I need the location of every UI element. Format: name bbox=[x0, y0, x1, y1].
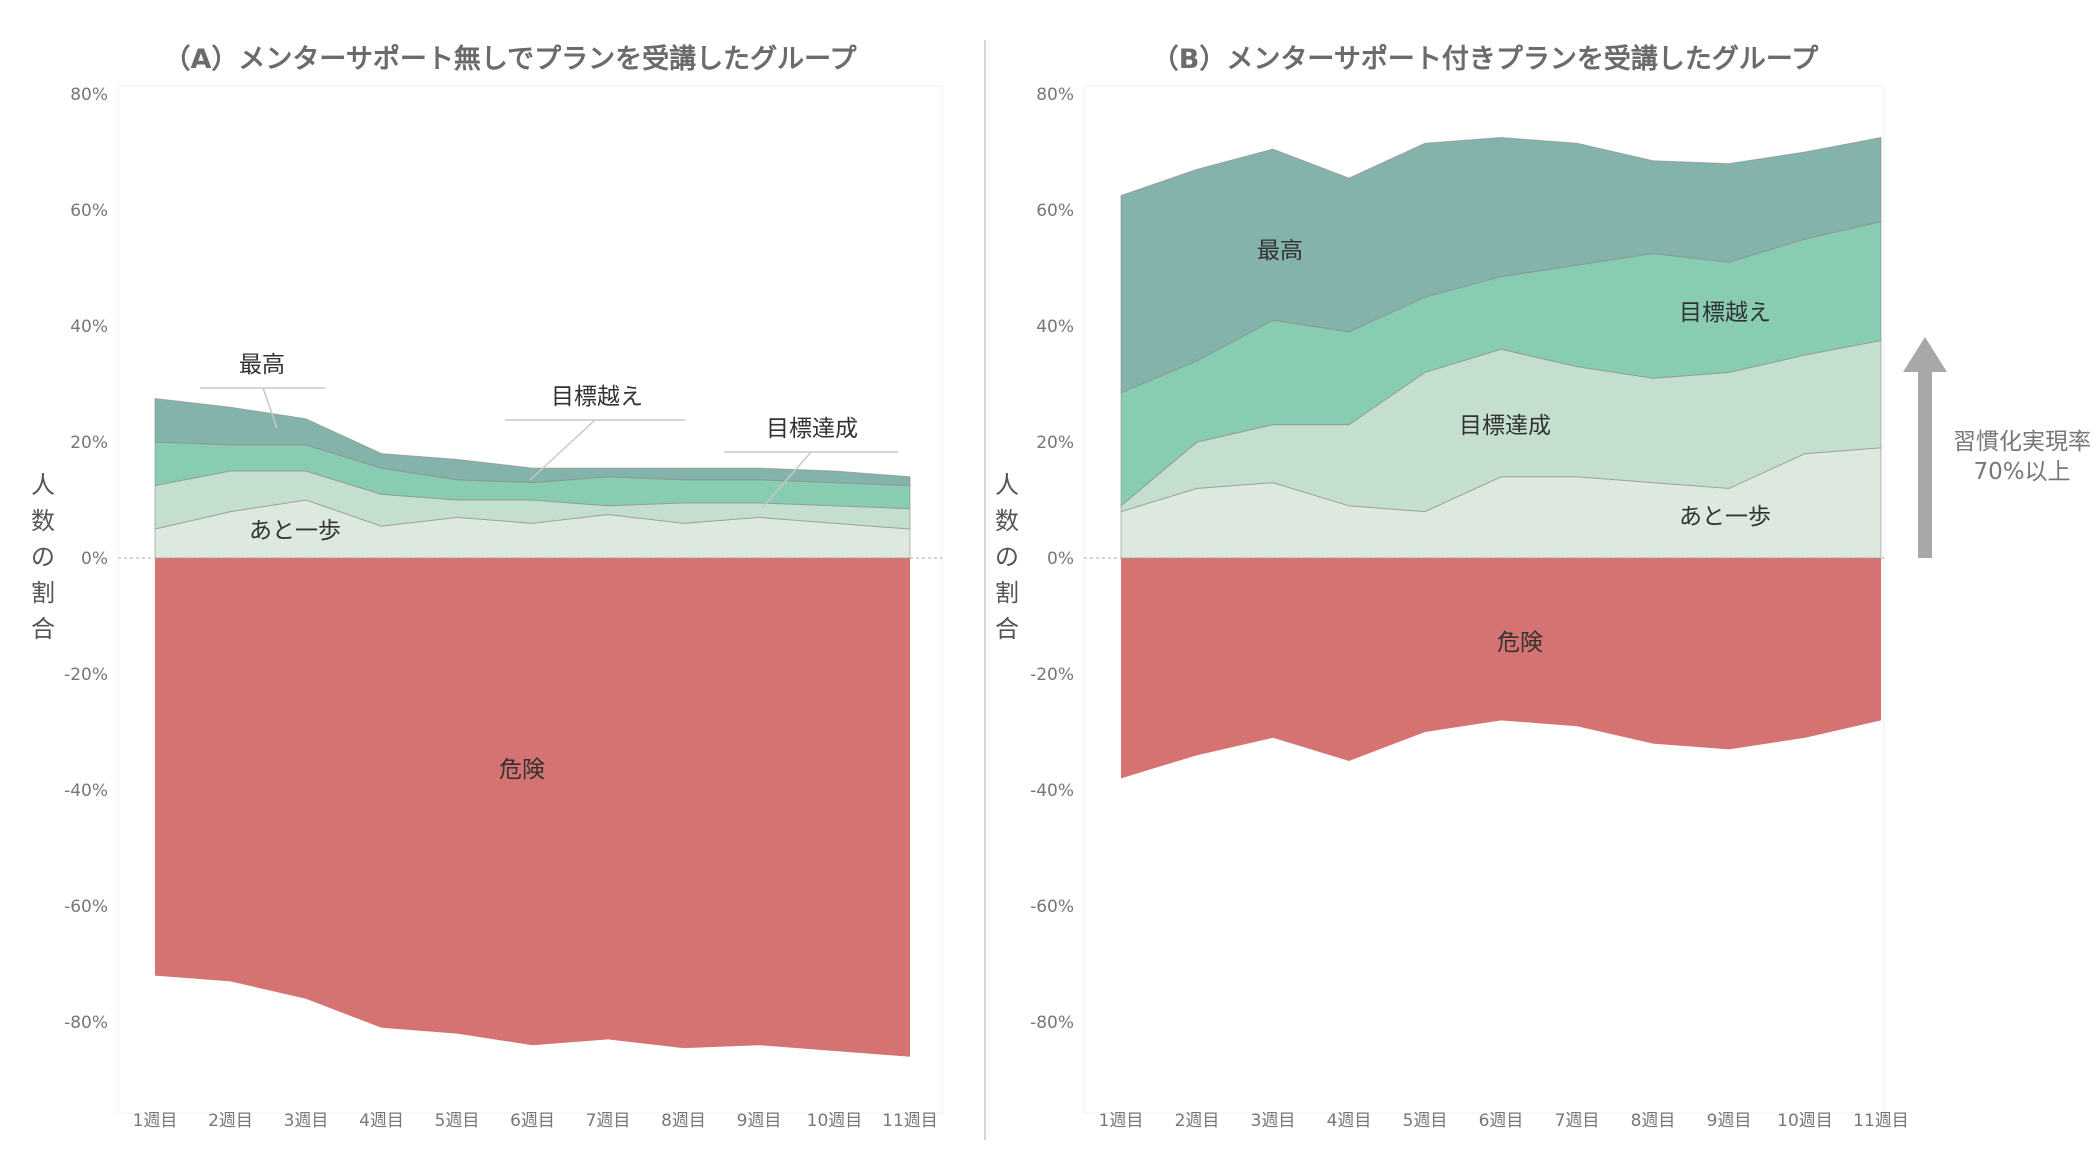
x-tick-label: 6週目 bbox=[1479, 1111, 1524, 1131]
x-tick-label: 1週目 bbox=[1099, 1111, 1144, 1131]
y-tick-label: -60% bbox=[64, 897, 108, 917]
x-tick-label: 10週目 bbox=[807, 1111, 863, 1131]
y-tick-label: -40% bbox=[64, 781, 108, 801]
y-axis-label-char: の bbox=[995, 543, 1019, 571]
x-tick-label: 8週目 bbox=[661, 1111, 706, 1131]
y-axis-label-char: 人 bbox=[31, 471, 55, 499]
y-tick-label: -40% bbox=[1030, 781, 1074, 801]
y-tick-label: -20% bbox=[64, 665, 108, 685]
x-tick-label: 9週目 bbox=[737, 1111, 782, 1131]
series-label: あと一歩 bbox=[1679, 504, 1771, 530]
y-axis-label-char: 合 bbox=[31, 615, 55, 643]
x-tick-label: 4週目 bbox=[359, 1111, 404, 1131]
y-axis-label-char: 合 bbox=[995, 615, 1019, 643]
panel-a-xticks: 1週目 2週目 3週目 4週目 5週目 6週目 7週目 8週目 9週目 10週目 11週目 bbox=[133, 1111, 938, 1131]
up-arrow-icon bbox=[1903, 337, 1947, 558]
y-tick-label: 20% bbox=[1036, 433, 1074, 453]
x-tick-label: 2週目 bbox=[1175, 1111, 1220, 1131]
arrow-head bbox=[1903, 337, 1947, 372]
x-tick-label: 9週目 bbox=[1707, 1111, 1752, 1131]
series-label: 目標越え bbox=[1679, 300, 1771, 326]
y-axis-label-char: 割 bbox=[995, 579, 1019, 607]
panel-b-xticks: 1週目 2週目 3週目 4週目 5週目 6週目 7週目 8週目 9週目 10週目 11週目 bbox=[1099, 1111, 1909, 1131]
x-tick-label: 7週目 bbox=[1555, 1111, 1600, 1131]
annotation-label-line1: 習慣化実現率 bbox=[1953, 429, 2091, 455]
series-label: 危険 bbox=[1497, 630, 1543, 656]
panel-b-areas bbox=[1084, 136, 1884, 779]
x-tick-label: 2週目 bbox=[208, 1111, 253, 1131]
leader-line bbox=[761, 451, 812, 509]
y-tick-label: -20% bbox=[1030, 665, 1074, 685]
habit-annotation: 習慣化実現率 70%以上 bbox=[1903, 337, 2091, 558]
area-最高 bbox=[154, 397, 911, 487]
panel-a-title: （A）メンターサポート無しでプランを受講したグループ bbox=[164, 43, 858, 75]
x-tick-label: 10週目 bbox=[1777, 1111, 1833, 1131]
area-危険 bbox=[155, 558, 910, 1057]
y-tick-label: 0% bbox=[1047, 549, 1074, 569]
y-axis-label-char: 数 bbox=[995, 507, 1019, 535]
x-tick-label: 4週目 bbox=[1327, 1111, 1372, 1131]
y-axis-label-char: の bbox=[31, 543, 55, 571]
x-tick-label: 11週目 bbox=[882, 1111, 938, 1131]
x-tick-label: 11週目 bbox=[1853, 1111, 1909, 1131]
leader-line bbox=[262, 387, 278, 429]
y-axis-label-char: 割 bbox=[31, 579, 55, 607]
series-label: あと一歩 bbox=[249, 518, 341, 544]
y-tick-label: -60% bbox=[1030, 897, 1074, 917]
y-tick-label: 60% bbox=[1036, 201, 1074, 221]
series-label: 危険 bbox=[499, 757, 545, 783]
panel-b-title: （B）メンターサポート付きプランを受講したグループ bbox=[1152, 43, 1819, 75]
series-label: 目標達成 bbox=[1459, 413, 1551, 439]
y-tick-label: -80% bbox=[1030, 1013, 1074, 1033]
y-tick-label: 40% bbox=[1036, 317, 1074, 337]
area-危険 bbox=[1121, 558, 1881, 779]
y-tick-label: 80% bbox=[70, 85, 108, 105]
panel-a-yticks: 80% 60% 40% 20% 0% -20% -40% -60% -80% bbox=[64, 85, 943, 1114]
arrow-shaft bbox=[1918, 368, 1932, 558]
x-tick-label: 7週目 bbox=[586, 1111, 631, 1131]
y-tick-label: 80% bbox=[1036, 85, 1074, 105]
x-tick-label: 3週目 bbox=[284, 1111, 329, 1131]
x-tick-label: 1週目 bbox=[133, 1111, 178, 1131]
plot-frame bbox=[1083, 85, 1885, 1114]
y-tick-label: 60% bbox=[70, 201, 108, 221]
series-label: 目標越え bbox=[551, 384, 643, 410]
leader-line bbox=[529, 419, 596, 481]
panel-b-yticks: 80% 60% 40% 20% 0% -20% -40% -60% -80% bbox=[1030, 85, 1885, 1114]
y-tick-label: 0% bbox=[81, 549, 108, 569]
series-label: 目標達成 bbox=[766, 416, 858, 442]
x-tick-label: 3週目 bbox=[1251, 1111, 1296, 1131]
x-tick-label: 5週目 bbox=[435, 1111, 480, 1131]
y-tick-label: 40% bbox=[70, 317, 108, 337]
annotation-label-line2: 70%以上 bbox=[1973, 459, 2070, 485]
x-tick-label: 8週目 bbox=[1631, 1111, 1676, 1131]
y-tick-label: -80% bbox=[64, 1013, 108, 1033]
x-tick-label: 5週目 bbox=[1403, 1111, 1448, 1131]
x-tick-label: 6週目 bbox=[510, 1111, 555, 1131]
y-axis-label-char: 数 bbox=[31, 507, 55, 535]
y-tick-label: 20% bbox=[70, 433, 108, 453]
series-label: 最高 bbox=[239, 352, 285, 378]
panel-a-areas bbox=[118, 397, 942, 1057]
series-label: 最高 bbox=[1257, 238, 1303, 264]
plot-frame bbox=[117, 85, 943, 1114]
y-axis-label-char: 人 bbox=[995, 471, 1019, 499]
area-最高 bbox=[1120, 136, 1882, 394]
